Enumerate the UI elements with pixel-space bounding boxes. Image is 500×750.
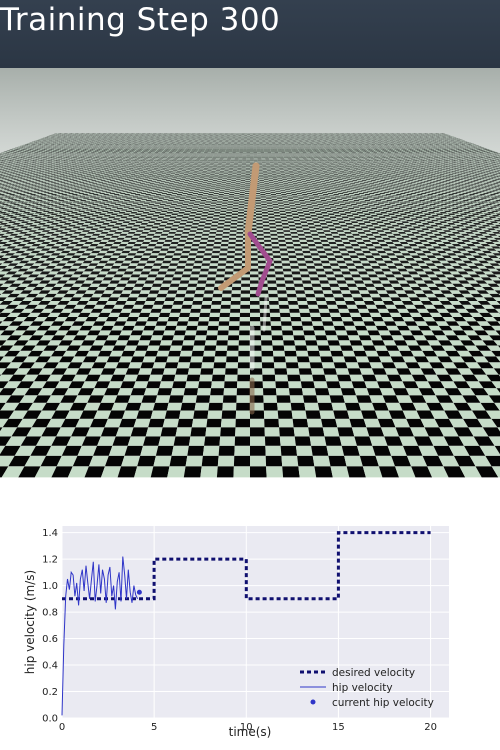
simulation-viewport[interactable] (0, 68, 500, 500)
title-bar: Training Step 300 (0, 0, 500, 68)
training-step-title: Training Step 300 (0, 2, 281, 38)
